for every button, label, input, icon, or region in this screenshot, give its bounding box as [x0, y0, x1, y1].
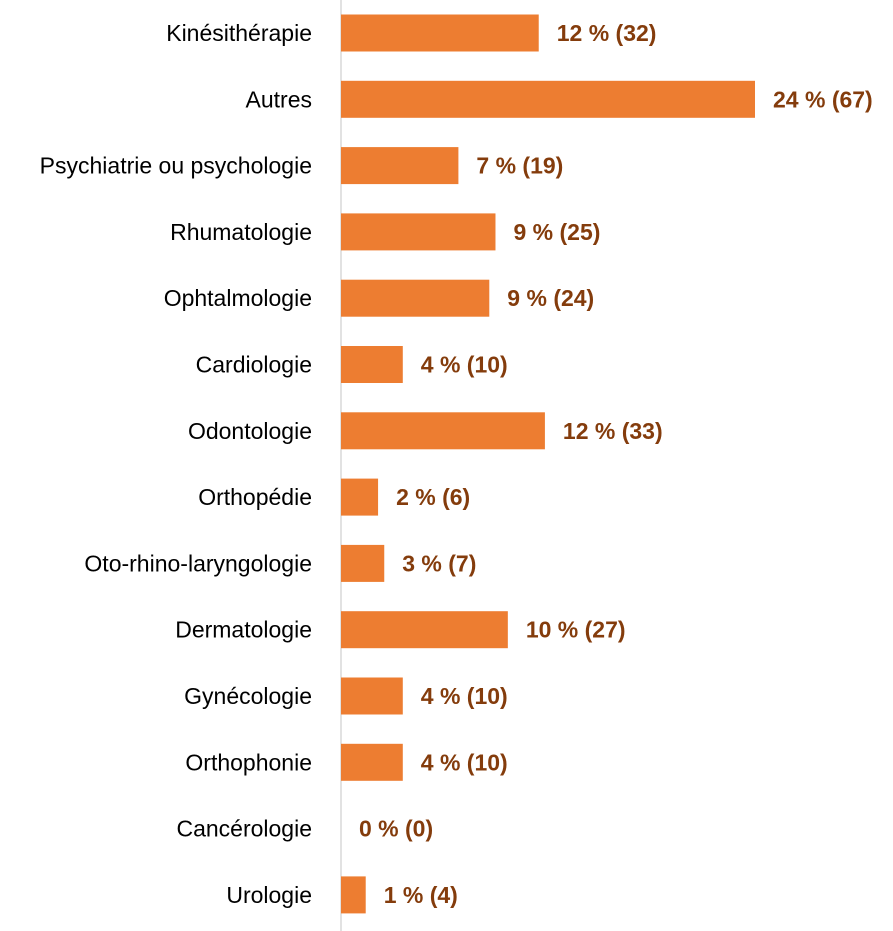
bar: [341, 544, 385, 582]
data-label: 2 % (6): [396, 484, 470, 510]
category-label: Kinésithérapie: [166, 20, 312, 46]
category-label: Cardiologie: [196, 352, 312, 378]
bar: [341, 147, 459, 185]
category-label: Ophtalmologie: [164, 285, 312, 311]
data-label: 12 % (33): [563, 418, 663, 444]
bar: [341, 611, 508, 649]
bar: [341, 14, 539, 52]
bar: [341, 213, 496, 251]
category-label: Psychiatrie ou psychologie: [40, 153, 312, 179]
bar: [341, 279, 490, 317]
data-label: 9 % (24): [507, 285, 594, 311]
category-label: Autres: [246, 86, 312, 112]
data-label: 10 % (27): [526, 617, 626, 643]
bar: [341, 743, 403, 781]
data-label: 9 % (25): [513, 219, 600, 245]
category-label: Orthophonie: [185, 749, 312, 775]
category-label: Oto-rhino-laryngologie: [84, 550, 312, 576]
bar: [341, 876, 366, 914]
bar: [341, 478, 379, 516]
category-label: Gynécologie: [184, 683, 312, 709]
bar: [341, 677, 403, 715]
bar: [341, 80, 755, 118]
category-label: Dermatologie: [175, 617, 312, 643]
data-label: 1 % (4): [384, 882, 458, 908]
data-label: 3 % (7): [402, 550, 476, 576]
data-label: 24 % (67): [773, 86, 873, 112]
data-label: 0 % (0): [359, 816, 433, 842]
data-label: 7 % (19): [476, 153, 563, 179]
bar: [341, 346, 403, 383]
category-label: Orthopédie: [198, 484, 312, 510]
category-label: Urologie: [226, 882, 312, 908]
category-label: Rhumatologie: [170, 219, 312, 245]
data-label: 4 % (10): [421, 683, 508, 709]
data-label: 12 % (32): [557, 20, 657, 46]
category-label: Odontologie: [188, 418, 312, 444]
data-label: 4 % (10): [421, 352, 508, 378]
bar: [341, 412, 545, 450]
data-label: 4 % (10): [421, 749, 508, 775]
category-label: Cancérologie: [176, 816, 312, 842]
